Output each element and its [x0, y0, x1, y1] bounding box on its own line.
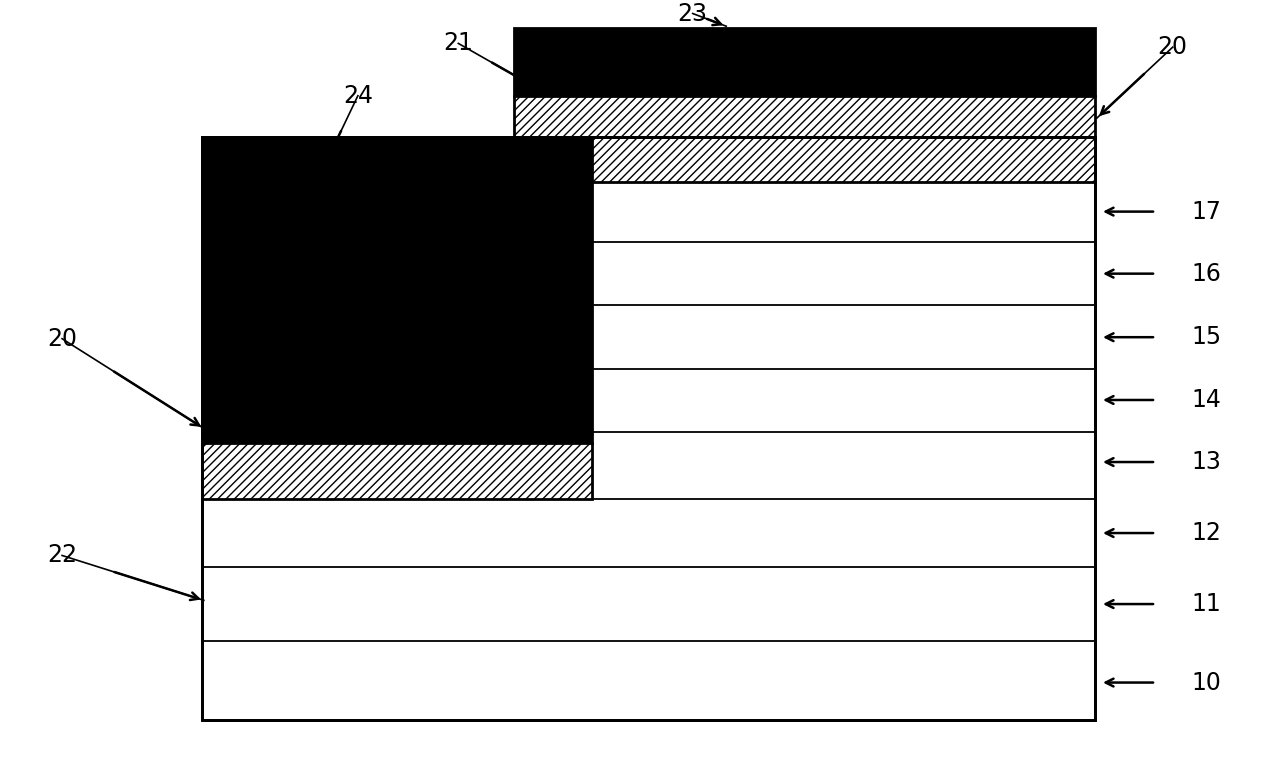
- Bar: [514, 29, 1095, 96]
- Bar: [202, 137, 1095, 720]
- Text: 17: 17: [1191, 199, 1221, 224]
- Bar: [202, 137, 1095, 720]
- Bar: [202, 443, 592, 500]
- Text: 10: 10: [1191, 671, 1221, 694]
- Text: 15: 15: [1191, 325, 1221, 349]
- Text: 20: 20: [48, 327, 77, 351]
- Text: 22: 22: [48, 543, 77, 568]
- Text: 14: 14: [1191, 388, 1221, 412]
- Text: 11: 11: [1191, 592, 1221, 616]
- Text: 12: 12: [1191, 521, 1221, 545]
- Text: 21: 21: [443, 31, 473, 55]
- Text: 13: 13: [1191, 450, 1221, 474]
- Text: 20: 20: [1158, 35, 1187, 59]
- Text: 24: 24: [343, 83, 373, 108]
- Text: 23: 23: [677, 2, 708, 26]
- Bar: [202, 137, 1095, 182]
- Text: 16: 16: [1191, 262, 1221, 286]
- Bar: [202, 137, 592, 443]
- Bar: [514, 96, 1095, 137]
